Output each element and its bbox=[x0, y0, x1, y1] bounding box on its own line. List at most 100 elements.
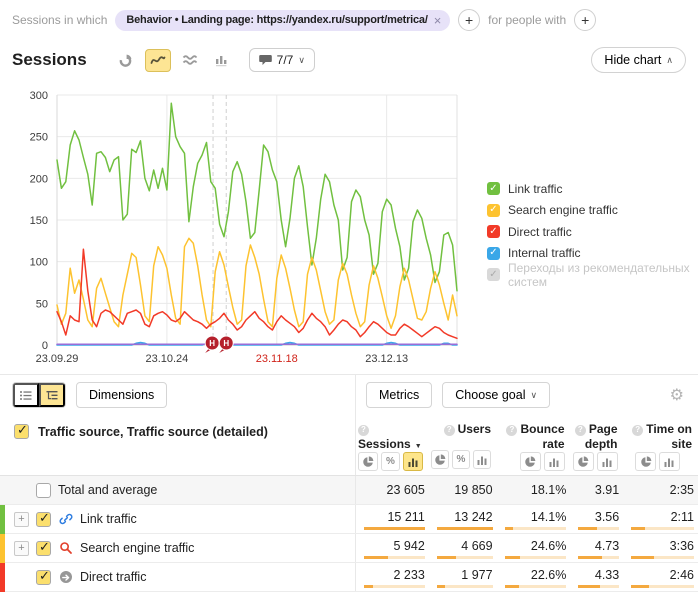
metric-value-cell: 2:46 bbox=[623, 563, 698, 591]
legend-checkbox-icon[interactable]: ✓ bbox=[487, 204, 500, 217]
value-bar bbox=[631, 585, 694, 588]
hide-chart-button[interactable]: Hide chart ∧ bbox=[591, 47, 686, 73]
metric-value-cell: 1 977 bbox=[429, 563, 497, 591]
table-row[interactable]: Total and average23 60519 85018.1%3.912:… bbox=[0, 476, 698, 505]
segment-filter-bar: Sessions in which Behavior • Landing pag… bbox=[0, 0, 698, 38]
annotation-marker[interactable]: H bbox=[205, 336, 219, 353]
metric-value: 4 669 bbox=[461, 539, 492, 553]
help-icon[interactable]: ? bbox=[575, 425, 586, 436]
choose-goal-label: Choose goal bbox=[455, 388, 525, 402]
pie-toggle-icon[interactable] bbox=[358, 452, 378, 471]
list-view-icon[interactable] bbox=[13, 383, 39, 407]
expand-button[interactable]: + bbox=[14, 541, 29, 556]
row-label: Search engine traffic bbox=[80, 541, 194, 555]
legend-label: Direct traffic bbox=[508, 225, 572, 239]
sessions-in-which-label: Sessions in which bbox=[12, 13, 107, 27]
column-header-label[interactable]: ?Sessions▼ bbox=[358, 422, 423, 452]
metric-display-toggles: % bbox=[431, 450, 491, 469]
gear-icon[interactable]: ⚙ bbox=[670, 385, 684, 405]
metric-value: 3.56 bbox=[595, 510, 619, 524]
table-row[interactable]: +Link traffic15 21113 24214.1%3.562:11 bbox=[0, 505, 698, 534]
annotation-marker[interactable]: H bbox=[219, 336, 233, 353]
legend-checkbox-icon[interactable]: ✓ bbox=[487, 268, 500, 281]
metric-value-cell: 2:11 bbox=[623, 505, 698, 533]
sort-desc-icon[interactable]: ▼ bbox=[415, 443, 422, 450]
row-color-stripe bbox=[0, 476, 5, 505]
help-icon[interactable]: ? bbox=[506, 425, 517, 436]
metric-display-toggles bbox=[573, 452, 618, 471]
comment-balloon-icon bbox=[259, 54, 272, 66]
pie-toggle-icon[interactable] bbox=[635, 452, 656, 471]
table-rows: Total and average23 60519 85018.1%3.912:… bbox=[0, 476, 698, 592]
row-checkbox[interactable] bbox=[36, 512, 51, 527]
svg-text:23.10.24: 23.10.24 bbox=[145, 353, 188, 365]
line-chart-icon[interactable] bbox=[145, 49, 171, 72]
table-row[interactable]: Direct traffic2 2331 97722.6%4.332:46 bbox=[0, 563, 698, 592]
column-header-label[interactable]: ?Users bbox=[431, 422, 491, 437]
expand-button[interactable]: + bbox=[14, 512, 29, 527]
svg-text:100: 100 bbox=[30, 257, 48, 269]
select-all-checkbox[interactable] bbox=[14, 424, 29, 439]
comments-dropdown[interactable]: 7/7 ∨ bbox=[249, 48, 315, 72]
bar-toggle-icon[interactable] bbox=[544, 452, 565, 471]
table-row[interactable]: +Search engine traffic5 9424 66924.6%4.7… bbox=[0, 534, 698, 563]
pie-toggle-icon[interactable] bbox=[520, 452, 541, 471]
pie-toggle-icon[interactable] bbox=[431, 450, 449, 469]
svg-text:23.11.18: 23.11.18 bbox=[256, 353, 298, 365]
value-bar bbox=[505, 527, 567, 530]
value-bar bbox=[631, 556, 694, 559]
legend-item-1[interactable]: ✓ Link traffic bbox=[487, 178, 698, 200]
metric-value-cell: 3.56 bbox=[570, 505, 623, 533]
bar-toggle-icon[interactable] bbox=[597, 452, 618, 471]
legend-item-2[interactable]: ✓ Search engine traffic bbox=[487, 200, 698, 222]
row-color-stripe bbox=[0, 505, 5, 534]
legend-label: Link traffic bbox=[508, 182, 562, 196]
metric-value: 15 211 bbox=[387, 510, 424, 524]
row-checkbox[interactable] bbox=[36, 483, 51, 498]
help-icon[interactable]: ? bbox=[444, 425, 455, 436]
metrics-button[interactable]: Metrics bbox=[366, 382, 432, 408]
tree-view-icon[interactable] bbox=[39, 383, 65, 407]
metric-value: 24.6% bbox=[531, 539, 566, 553]
column-header-label[interactable]: ?Time on site bbox=[626, 422, 693, 452]
help-icon[interactable]: ? bbox=[632, 425, 643, 436]
metric-value-cell: 23 605 bbox=[356, 476, 429, 504]
add-people-filter-button[interactable]: + bbox=[574, 9, 596, 31]
pie-toggle-icon[interactable] bbox=[573, 452, 594, 471]
legend-checkbox-icon[interactable]: ✓ bbox=[487, 247, 500, 260]
percent-toggle-icon[interactable]: % bbox=[452, 450, 470, 469]
column-chart-icon[interactable] bbox=[209, 49, 235, 72]
metric-value-cell: 24.6% bbox=[497, 534, 571, 562]
legend-item-3[interactable]: ✓ Direct traffic bbox=[487, 221, 698, 243]
add-session-filter-button[interactable]: + bbox=[458, 9, 480, 31]
svg-text:H: H bbox=[209, 339, 215, 348]
column-header-label[interactable]: ?Page depth bbox=[573, 422, 618, 452]
dimensions-button[interactable]: Dimensions bbox=[76, 382, 167, 408]
legend-item-5[interactable]: ✓Переходы из рекомендательных систем bbox=[487, 264, 698, 286]
bar-toggle-icon[interactable] bbox=[473, 450, 491, 469]
row-checkbox[interactable] bbox=[36, 570, 51, 585]
comments-count: 7/7 bbox=[277, 53, 294, 67]
legend-checkbox-icon[interactable]: ✓ bbox=[487, 182, 500, 195]
row-checkbox[interactable] bbox=[36, 541, 51, 556]
filter-chip-text: Behavior • Landing page: https://yandex.… bbox=[126, 14, 427, 26]
row-color-stripe bbox=[0, 534, 5, 563]
pie-chart-icon[interactable] bbox=[113, 49, 139, 72]
bar-toggle-icon[interactable] bbox=[659, 452, 680, 471]
legend-label: Search engine traffic bbox=[508, 203, 618, 217]
chip-close-icon[interactable]: × bbox=[434, 14, 441, 27]
percent-toggle-icon[interactable]: % bbox=[381, 452, 401, 471]
column-header-label[interactable]: ?Bounce rate bbox=[499, 422, 565, 452]
stacked-area-icon[interactable] bbox=[177, 49, 203, 72]
bar-toggle-icon[interactable] bbox=[403, 452, 423, 471]
metric-value: 5 942 bbox=[394, 539, 425, 553]
search-traffic-icon bbox=[59, 541, 73, 555]
svg-text:23.09.29: 23.09.29 bbox=[36, 353, 79, 365]
sessions-chart[interactable]: 05010015020025030023.09.2923.10.2423.11.… bbox=[0, 78, 475, 374]
help-icon[interactable]: ? bbox=[358, 425, 369, 436]
link-traffic-icon bbox=[59, 512, 73, 526]
choose-goal-dropdown[interactable]: Choose goal ∨ bbox=[442, 382, 550, 408]
behavior-filter-chip[interactable]: Behavior • Landing page: https://yandex.… bbox=[115, 10, 450, 31]
value-bar bbox=[364, 585, 425, 588]
legend-checkbox-icon[interactable]: ✓ bbox=[487, 225, 500, 238]
